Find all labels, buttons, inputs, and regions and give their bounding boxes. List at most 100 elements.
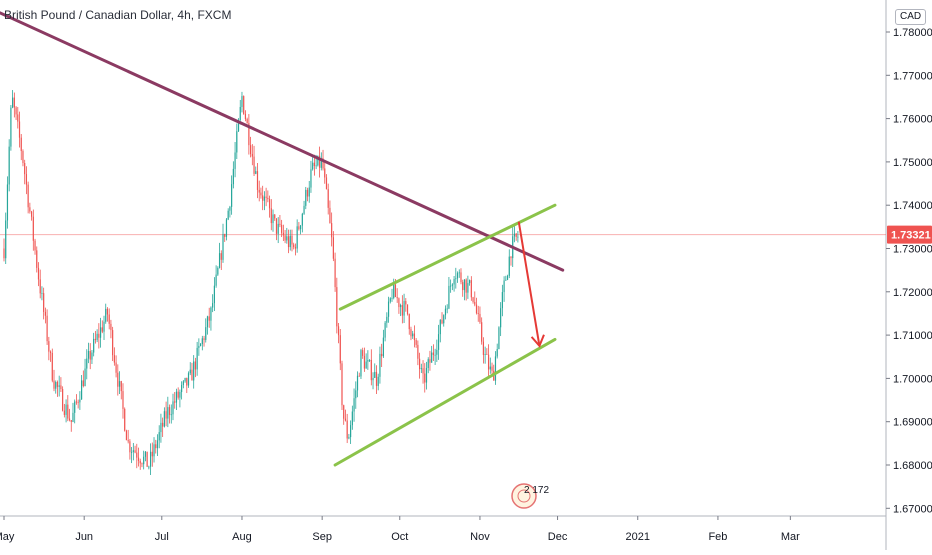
candle[interactable] (148, 465, 150, 470)
candle[interactable] (344, 409, 347, 422)
candle[interactable] (91, 350, 93, 364)
candles[interactable] (3, 90, 519, 475)
candle[interactable] (132, 442, 134, 461)
candle[interactable] (439, 319, 441, 343)
candle[interactable] (187, 371, 190, 388)
candle[interactable] (336, 277, 338, 334)
candle[interactable] (301, 212, 303, 233)
candle[interactable] (339, 329, 341, 371)
candle[interactable] (53, 369, 55, 392)
candle[interactable] (375, 365, 378, 395)
candle[interactable] (400, 303, 402, 317)
candle[interactable] (186, 377, 188, 394)
candle[interactable] (24, 159, 26, 185)
candle[interactable] (448, 277, 450, 310)
candle[interactable] (41, 286, 43, 301)
candle[interactable] (324, 161, 326, 184)
candle[interactable] (179, 389, 181, 408)
candle[interactable] (12, 90, 14, 109)
candle[interactable] (81, 375, 83, 400)
candle[interactable] (49, 350, 52, 362)
candle[interactable] (291, 229, 293, 252)
candle[interactable] (62, 386, 64, 412)
candle[interactable] (156, 434, 159, 456)
candle[interactable] (208, 307, 210, 328)
candle[interactable] (32, 209, 34, 251)
candle[interactable] (77, 399, 79, 409)
forecast-arrow[interactable] (517, 221, 541, 347)
candle[interactable] (331, 212, 333, 247)
candle[interactable] (10, 104, 12, 151)
candle[interactable] (482, 337, 485, 364)
candle[interactable] (303, 200, 305, 215)
candle[interactable] (396, 288, 398, 303)
candle[interactable] (103, 315, 105, 341)
candle[interactable] (443, 314, 445, 327)
candle[interactable] (29, 202, 31, 214)
candle[interactable] (248, 114, 250, 155)
candle[interactable] (236, 123, 238, 160)
candle[interactable] (293, 242, 295, 250)
candle[interactable] (510, 256, 512, 266)
candle[interactable] (8, 139, 10, 192)
candle[interactable] (412, 330, 414, 339)
channel-lower-line[interactable] (333, 337, 557, 467)
candle[interactable] (246, 117, 248, 124)
candle[interactable] (193, 355, 195, 389)
candle[interactable] (337, 323, 340, 344)
current-price-badge[interactable]: 1.73321 (887, 225, 932, 244)
candle[interactable] (353, 388, 355, 422)
candle[interactable] (460, 268, 462, 285)
candle[interactable] (158, 425, 160, 449)
candle[interactable] (203, 335, 205, 347)
candle[interactable] (458, 269, 460, 278)
candle[interactable] (387, 296, 390, 323)
candle[interactable] (65, 399, 67, 423)
candle[interactable] (115, 355, 117, 378)
candle[interactable] (101, 320, 103, 334)
candle[interactable] (274, 214, 276, 221)
candle[interactable] (6, 176, 9, 229)
candle[interactable] (134, 445, 136, 454)
candle[interactable] (360, 348, 362, 380)
candle[interactable] (231, 175, 233, 215)
candle[interactable] (377, 373, 379, 391)
candle[interactable] (310, 160, 312, 193)
candle[interactable] (413, 325, 416, 348)
candle[interactable] (215, 265, 217, 288)
candle[interactable] (37, 262, 40, 287)
candle[interactable] (355, 381, 357, 409)
candle[interactable] (327, 183, 329, 215)
candle[interactable] (175, 388, 178, 411)
candle[interactable] (127, 429, 129, 444)
candle[interactable] (98, 323, 100, 349)
candle[interactable] (277, 217, 279, 244)
candle[interactable] (367, 350, 369, 370)
candle[interactable] (465, 278, 467, 301)
candle[interactable] (268, 195, 271, 218)
candle[interactable] (427, 357, 429, 374)
candle[interactable] (487, 344, 490, 377)
candle[interactable] (348, 433, 350, 440)
candle[interactable] (284, 229, 286, 244)
candle[interactable] (51, 348, 53, 383)
candle[interactable] (418, 352, 421, 379)
candle[interactable] (420, 363, 422, 374)
candle[interactable] (27, 181, 29, 214)
candle[interactable] (455, 267, 457, 289)
candle[interactable] (36, 246, 38, 273)
candle[interactable] (382, 329, 384, 358)
candle[interactable] (13, 92, 15, 118)
candle[interactable] (281, 219, 283, 238)
candle[interactable] (155, 439, 157, 454)
candle[interactable] (279, 215, 281, 228)
candle[interactable] (477, 305, 479, 322)
candle[interactable] (410, 326, 412, 341)
candle[interactable] (374, 363, 376, 379)
candle[interactable] (20, 134, 22, 161)
candle[interactable] (218, 242, 221, 269)
candle[interactable] (94, 330, 96, 344)
candle[interactable] (118, 371, 121, 395)
candle[interactable] (224, 233, 226, 242)
candle[interactable] (479, 306, 481, 324)
